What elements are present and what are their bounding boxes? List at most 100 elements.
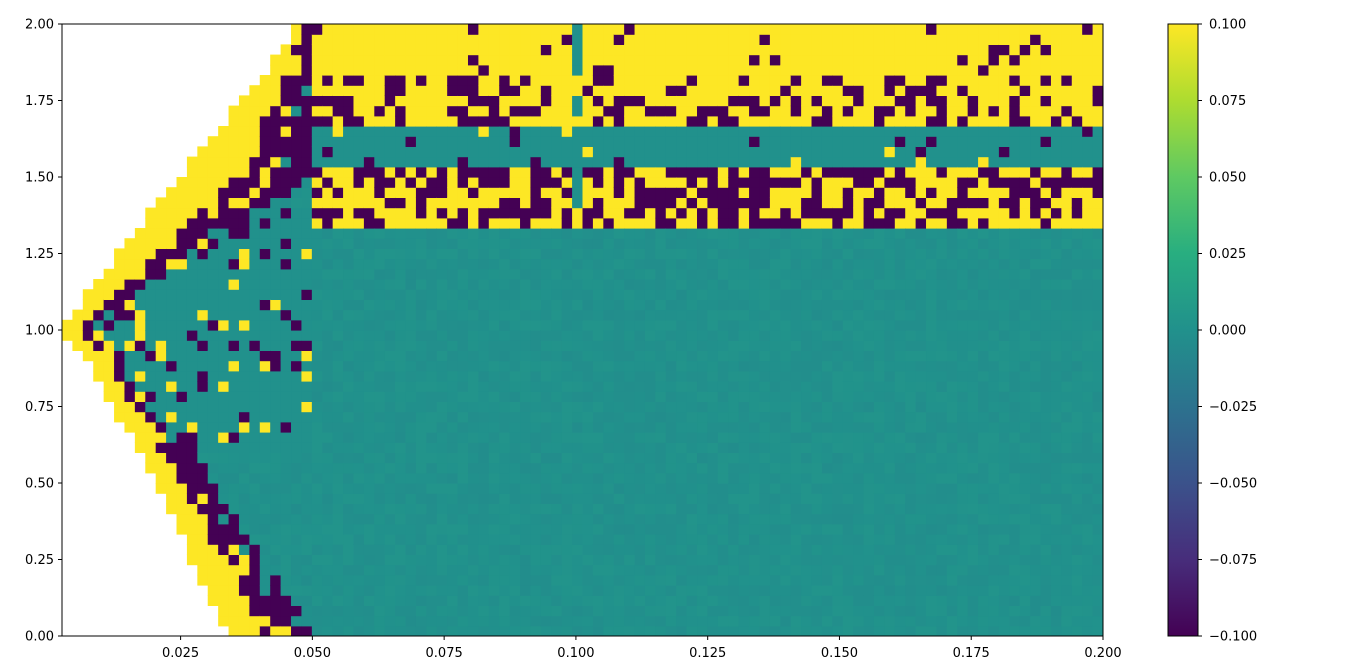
heatmap-cell: [1009, 554, 1021, 566]
heatmap-cell: [249, 625, 261, 636]
heatmap-cell: [374, 544, 386, 555]
heatmap-cell: [988, 64, 1000, 76]
heatmap-cell: [759, 574, 771, 586]
heatmap-cell: [967, 177, 979, 188]
heatmap-cell: [957, 136, 969, 147]
heatmap-cell: [676, 330, 688, 341]
heatmap-cell: [613, 615, 625, 627]
heatmap-cell: [603, 462, 615, 474]
heatmap-cell: [207, 391, 219, 402]
heatmap-cell: [665, 534, 677, 545]
heatmap-cell: [343, 177, 355, 188]
heatmap-cell: [249, 340, 261, 351]
heatmap-cell: [832, 166, 844, 178]
heatmap-cell: [488, 299, 500, 311]
heatmap-cell: [998, 381, 1010, 392]
heatmap-cell: [821, 187, 833, 198]
heatmap-cell: [780, 523, 792, 535]
heatmap-cell: [884, 177, 896, 188]
heatmap-cell: [749, 472, 761, 484]
heatmap-cell: [311, 564, 323, 576]
heatmap-cell: [697, 299, 709, 311]
heatmap-cell: [1009, 493, 1021, 504]
heatmap-cell: [686, 472, 698, 484]
heatmap-cell: [967, 126, 979, 137]
heatmap-cell: [749, 432, 761, 443]
heatmap-cell: [644, 187, 656, 198]
heatmap-cell: [634, 564, 646, 576]
heatmap-cell: [447, 228, 459, 239]
heatmap-cell: [634, 401, 646, 413]
heatmap-cell: [728, 95, 740, 107]
heatmap-cell: [520, 54, 532, 66]
heatmap-cell: [811, 166, 823, 178]
heatmap-cell: [853, 105, 865, 117]
heatmap-cell: [509, 595, 521, 606]
heatmap-cell: [915, 105, 927, 117]
heatmap-cell: [582, 513, 594, 525]
heatmap-cell: [384, 330, 396, 341]
heatmap-cell: [749, 483, 761, 494]
heatmap-cell: [780, 115, 792, 127]
heatmap-cell: [259, 289, 271, 300]
heatmap-cell: [582, 156, 594, 168]
heatmap-cell: [926, 248, 938, 260]
heatmap-cell: [634, 228, 646, 239]
heatmap-cell: [863, 381, 875, 392]
heatmap-cell: [946, 95, 958, 107]
heatmap-cell: [769, 126, 781, 137]
heatmap-cell: [811, 574, 823, 586]
heatmap-cell: [988, 207, 1000, 219]
heatmap-cell: [665, 595, 677, 606]
heatmap-cell: [415, 401, 427, 413]
heatmap-cell: [395, 197, 407, 209]
heatmap-cell: [249, 309, 261, 321]
heatmap-cell: [686, 370, 698, 382]
heatmap-cell: [478, 503, 490, 515]
heatmap-cell: [270, 421, 282, 433]
heatmap-cell: [322, 228, 334, 239]
heatmap-cell: [363, 483, 375, 494]
heatmap-cell: [821, 381, 833, 392]
heatmap-cell: [249, 187, 261, 198]
heatmap-cell: [707, 534, 719, 545]
heatmap-cell: [551, 105, 563, 117]
heatmap-cell: [905, 595, 917, 606]
heatmap-cell: [644, 442, 656, 453]
heatmap-cell: [655, 554, 667, 566]
heatmap-cell: [457, 258, 469, 270]
heatmap-cell: [415, 54, 427, 66]
heatmap-cell: [259, 146, 271, 158]
heatmap-cell: [270, 187, 282, 198]
heatmap-cell: [467, 64, 479, 76]
heatmap-cell: [936, 54, 948, 66]
heatmap-cell: [124, 238, 136, 249]
heatmap-cell: [967, 462, 979, 474]
heatmap-cell: [582, 166, 594, 178]
heatmap-cell: [592, 115, 604, 127]
heatmap-cell: [343, 625, 355, 636]
heatmap-cell: [540, 381, 552, 392]
heatmap-cell: [114, 258, 126, 270]
heatmap-cell: [655, 258, 667, 270]
heatmap-cell: [166, 360, 178, 372]
heatmap-cell: [561, 564, 573, 576]
heatmap-cell: [301, 605, 313, 617]
heatmap-cell: [384, 432, 396, 443]
heatmap-cell: [873, 248, 885, 260]
heatmap-cell: [592, 564, 604, 576]
heatmap-cell: [186, 493, 198, 504]
heatmap-cell: [551, 115, 563, 127]
heatmap-cell: [363, 615, 375, 627]
heatmap-cell: [801, 401, 813, 413]
heatmap-cell: [738, 401, 750, 413]
heatmap-cell: [1009, 483, 1021, 494]
heatmap-cell: [686, 75, 698, 86]
heatmap-cell: [655, 136, 667, 147]
heatmap-cell: [405, 126, 417, 137]
heatmap-cell: [707, 85, 719, 96]
heatmap-cell: [572, 126, 584, 137]
heatmap-cell: [790, 483, 802, 494]
heatmap-cell: [728, 24, 740, 35]
heatmap-cell: [686, 64, 698, 76]
